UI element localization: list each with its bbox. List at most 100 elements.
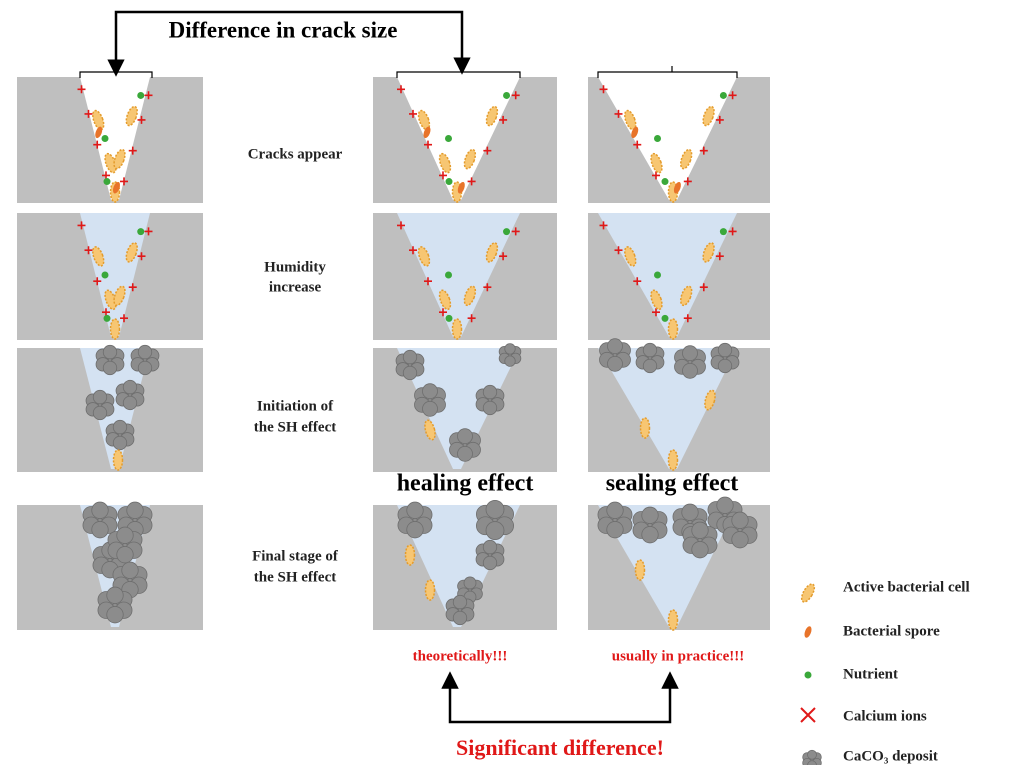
deposit <box>600 339 631 372</box>
deposit-blob <box>138 361 152 375</box>
bacterial-cell <box>636 560 645 580</box>
deposit-blob <box>113 420 127 434</box>
panel <box>373 213 557 340</box>
column-label: sealing effect <box>606 471 739 497</box>
deposit-blob <box>92 502 109 519</box>
panel <box>373 77 557 203</box>
deposit-blob <box>107 587 124 604</box>
deposit <box>96 345 124 374</box>
deposit-blob <box>117 527 134 544</box>
deposit-blob <box>717 497 734 514</box>
deposit-blob <box>464 577 476 589</box>
panel <box>373 500 557 630</box>
deposit-blob <box>718 343 732 357</box>
bacterial-cell <box>453 319 462 339</box>
calcium-ion <box>801 708 815 722</box>
deposit-blob <box>103 345 117 359</box>
deposit-blob <box>486 522 504 540</box>
stage-label: the SH effect <box>254 419 336 435</box>
stage-label: Final stage of <box>252 548 339 564</box>
deposit-blob <box>127 502 144 519</box>
deposit <box>450 429 481 462</box>
deposit <box>131 345 159 374</box>
deposit <box>476 540 504 569</box>
panel <box>373 344 557 472</box>
bacterial-cell <box>641 418 650 438</box>
diagram: Difference in crack size Cracks appear H… <box>0 0 1019 765</box>
deposit-blob <box>123 380 137 394</box>
deposit-blob <box>642 526 659 543</box>
panel <box>588 77 770 203</box>
nutrient <box>102 135 109 142</box>
column-label: healing effect <box>397 471 534 497</box>
deposit-blob <box>407 502 424 519</box>
legend: Active bacterial cell Bacterial spore Nu… <box>799 579 970 765</box>
deposit-blob <box>117 546 134 563</box>
deposit-blob <box>808 750 817 759</box>
nutrient <box>654 272 661 279</box>
stage-label: increase <box>269 279 322 295</box>
deposit-blob <box>732 512 749 529</box>
deposit-blob <box>692 522 709 539</box>
bacterial-cell <box>669 319 678 339</box>
nutrient <box>102 272 109 279</box>
deposit-blob <box>458 446 473 461</box>
deposit <box>803 750 822 765</box>
deposit-blob <box>483 385 497 399</box>
deposit <box>476 500 513 539</box>
nutrient <box>446 315 453 322</box>
nutrient <box>104 315 111 322</box>
deposit <box>476 385 504 414</box>
deposit-blob <box>453 611 467 625</box>
bacterial-cell <box>114 450 123 470</box>
deposit-blob <box>505 344 516 355</box>
stage-label: the SH effect <box>254 569 336 585</box>
legend-label: Active bacterial cell <box>843 579 970 595</box>
deposit-blob <box>453 595 467 609</box>
nutrient <box>104 178 111 185</box>
nutrient <box>445 272 452 279</box>
panel <box>588 497 770 630</box>
deposit-blob <box>423 384 438 399</box>
deposit <box>723 512 757 548</box>
deposit <box>683 522 717 558</box>
deposit-blob <box>407 521 424 538</box>
deposit-blob <box>92 521 109 538</box>
nutrient <box>446 178 453 185</box>
deposit <box>108 527 142 563</box>
deposit <box>598 502 632 538</box>
footer: Significant difference! <box>456 735 664 760</box>
panel <box>17 213 203 340</box>
deposit-blob <box>403 366 417 380</box>
deposit <box>396 350 424 379</box>
deposit <box>98 587 132 623</box>
nutrient <box>503 228 510 235</box>
deposit-blob <box>682 504 699 521</box>
deposit-blob <box>608 339 623 354</box>
legend-label: CaCO₃ deposit <box>843 748 938 764</box>
deposit-blob <box>683 346 698 361</box>
deposit <box>636 343 664 372</box>
deposit <box>86 390 114 419</box>
panel <box>17 345 203 472</box>
panel <box>588 213 770 340</box>
deposit-blob <box>692 541 709 558</box>
stage-label: Humidity <box>264 259 326 275</box>
bacterial-cell <box>669 450 678 470</box>
bottom-connector <box>450 680 670 722</box>
deposit <box>446 595 474 624</box>
nutrient <box>137 92 144 99</box>
nutrient <box>654 135 661 142</box>
deposit <box>106 420 134 449</box>
deposit-blob <box>505 356 516 367</box>
panel <box>588 339 770 472</box>
deposit-blob <box>123 396 137 410</box>
deposit <box>633 507 667 543</box>
note: theoretically!!! <box>413 648 508 664</box>
deposit-blob <box>642 507 659 524</box>
deposit-blob <box>113 436 127 450</box>
deposit-blob <box>458 429 473 444</box>
deposit-blob <box>483 540 497 554</box>
deposit-blob <box>107 606 124 623</box>
deposit-blob <box>483 556 497 570</box>
